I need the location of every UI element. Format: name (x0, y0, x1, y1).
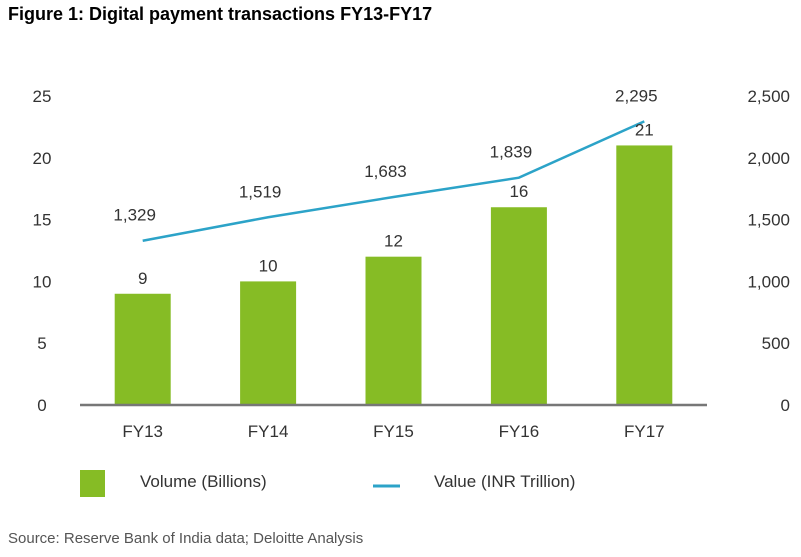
volume-label-fy17: 21 (635, 120, 654, 139)
value-label-fy14: 1,519 (239, 182, 282, 201)
bar-fy13 (114, 293, 171, 405)
bar-fy17 (616, 145, 673, 405)
volume-label-fy16: 16 (509, 182, 528, 201)
chart-title: Figure 1: Digital payment transactions F… (8, 4, 433, 24)
y-left-tick-label: 0 (37, 396, 46, 415)
value-label-fy15: 1,683 (364, 162, 407, 181)
y-left-tick-label: 20 (33, 149, 52, 168)
bar-fy16 (490, 207, 547, 405)
y-right-tick-label: 2,000 (747, 149, 790, 168)
y-left-tick-label: 25 (33, 87, 52, 106)
y-left-tick-label: 15 (33, 211, 52, 230)
axes-group: 0 5 10 15 20 25 0 500 1,000 1,500 2,000 2,500 FY13 FY… (33, 87, 790, 441)
data-labels-group: 9 10 12 16 21 1,329 1,519 1,683 1,839 2,295 (113, 86, 657, 287)
y-left-tick-label: 5 (37, 334, 46, 353)
volume-label-fy15: 12 (384, 232, 403, 251)
bars-group (114, 145, 673, 405)
y-right-tick-label: 2,500 (747, 87, 790, 106)
legend: Volume (Billions) Value (INR Trillion) (80, 470, 575, 497)
bar-fy15 (365, 256, 422, 405)
x-tick-label: FY14 (248, 422, 289, 441)
value-line (142, 120, 645, 242)
y-right-tick-label: 1,500 (747, 211, 790, 230)
value-label-fy17: 2,295 (615, 86, 658, 105)
legend-volume-swatch (80, 470, 105, 497)
source-note: Source: Reserve Bank of India data; Delo… (8, 530, 364, 547)
legend-value-label: Value (INR Trillion) (434, 472, 575, 491)
y-right-tick-label: 1,000 (747, 272, 790, 291)
x-tick-label: FY17 (624, 422, 665, 441)
y-right-tick-label: 500 (762, 334, 790, 353)
value-label-fy13: 1,329 (113, 206, 156, 225)
x-tick-label: FY13 (122, 422, 163, 441)
value-label-fy16: 1,839 (490, 143, 533, 162)
y-right-tick-label: 0 (781, 396, 790, 415)
y-left-tick-label: 10 (33, 272, 52, 291)
legend-volume-label: Volume (Billions) (140, 472, 267, 491)
x-tick-label: FY16 (499, 422, 540, 441)
bar-fy14 (240, 281, 297, 405)
volume-label-fy14: 10 (259, 256, 278, 275)
x-tick-label: FY15 (373, 422, 414, 441)
volume-label-fy13: 9 (138, 269, 147, 288)
value-line-group (142, 120, 645, 242)
